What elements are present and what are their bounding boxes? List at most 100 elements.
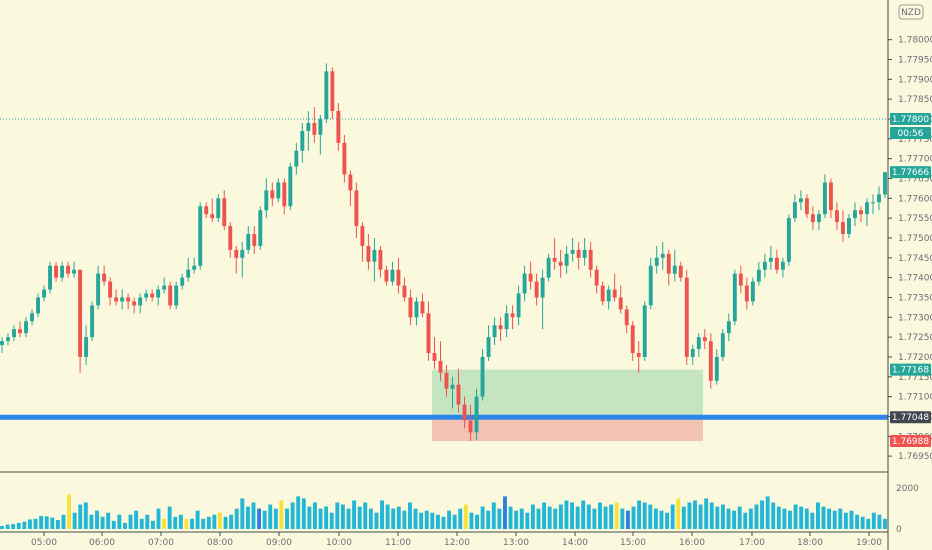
candle-body: [744, 285, 749, 302]
candle-body: [883, 172, 887, 195]
candle-body: [666, 253, 671, 274]
volume-bar: [620, 508, 625, 529]
x-tick-label: 19:00: [856, 538, 882, 548]
candle-body: [756, 269, 761, 282]
volume-bar: [385, 504, 390, 529]
volume-bar: [782, 508, 787, 529]
candle-body: [30, 313, 34, 322]
candle-body: [798, 198, 803, 203]
volume-bar: [5, 524, 10, 529]
y-tick-label: 1.77600: [898, 194, 932, 204]
y-tick-label: 1.77450: [898, 254, 932, 264]
candle-body: [234, 249, 239, 258]
stop-loss-zone[interactable]: [432, 417, 703, 442]
candle-body: [564, 253, 569, 266]
volume-bar: [419, 512, 424, 529]
candle-body: [708, 341, 713, 381]
volume-bar: [408, 502, 412, 529]
volume-bar: [27, 519, 32, 529]
volume-bar: [581, 500, 586, 529]
candle-body: [618, 297, 623, 310]
volume-bar: [480, 506, 485, 529]
volume-bar: [441, 516, 446, 529]
candle-body: [114, 297, 119, 302]
volume-tick-label: 2000: [896, 484, 919, 494]
volume-bar: [530, 504, 535, 529]
volume-bar: [72, 512, 77, 529]
volume-bar: [156, 508, 161, 529]
volume-bar: [128, 514, 133, 529]
volume-bar: [815, 502, 820, 529]
candle-body: [282, 182, 287, 207]
candle-body: [522, 273, 527, 294]
candle-body: [576, 249, 581, 258]
volume-bar: [435, 514, 440, 529]
candle-body: [480, 356, 485, 397]
candle-body: [834, 210, 839, 223]
candle-body: [546, 257, 551, 278]
price-tag-label: 00:56: [898, 129, 924, 139]
volume-bar: [497, 508, 502, 529]
volume-bar: [849, 510, 854, 529]
volume-series: [0, 494, 887, 529]
candle-body: [510, 313, 515, 318]
take-profit-zone[interactable]: [432, 369, 703, 418]
volume-bar: [525, 512, 530, 529]
volume-bar: [162, 518, 167, 529]
candle-body: [486, 337, 491, 357]
volume-bar: [134, 510, 139, 529]
volume-bar: [145, 514, 150, 529]
volume-bar: [217, 512, 222, 529]
candle-body: [306, 122, 311, 131]
volume-bar: [273, 508, 278, 529]
candle-body: [859, 210, 863, 215]
candle-body: [270, 190, 275, 199]
volume-bar: [363, 502, 368, 529]
volume-bar: [251, 502, 256, 529]
volume-bar: [39, 515, 44, 529]
volume-bar: [190, 518, 194, 529]
candle-body: [156, 289, 161, 298]
x-tick-label: 06:00: [89, 538, 115, 548]
volume-bar: [245, 506, 250, 529]
volume-bar: [352, 500, 357, 529]
candle-body: [552, 257, 557, 262]
volume-bar: [704, 498, 709, 529]
candle-body: [90, 305, 95, 338]
candle-body: [324, 71, 329, 119]
volume-bar: [838, 508, 843, 529]
candle-body: [696, 337, 701, 350]
candle-body: [702, 337, 707, 342]
candle-body: [138, 297, 143, 306]
time-axis[interactable]: 05:00 06:00 07:00 08:00 09:00 10:00 11:00 12:00…: [31, 532, 882, 548]
y-tick-label: 1.77700: [898, 155, 932, 165]
x-tick-label: 17:00: [739, 538, 765, 548]
x-tick-label: 07:00: [148, 538, 174, 548]
candle-body: [432, 352, 437, 361]
candle-body: [624, 309, 629, 326]
candle-body: [264, 190, 269, 211]
candle-body: [168, 285, 173, 306]
candle-body: [84, 337, 89, 357]
y-tick-label: 1.77550: [898, 214, 932, 224]
candle-body: [372, 249, 377, 262]
volume-bar: [257, 508, 262, 529]
volume-bar: [268, 504, 273, 529]
candle-body: [54, 265, 59, 278]
volume-bar: [827, 508, 832, 529]
currency-badge[interactable]: NZD: [898, 4, 924, 20]
y-tick-label: 1.78000: [898, 36, 932, 46]
price-tag: [890, 166, 931, 179]
volume-bar: [625, 510, 630, 529]
x-tick-label: 08:00: [207, 538, 233, 548]
price-tag-label: 1.77168: [892, 366, 929, 376]
candle-body: [408, 297, 413, 318]
candle-body: [228, 226, 233, 250]
volume-axis: 2000 0: [896, 484, 919, 535]
candle-body: [600, 285, 605, 302]
volume-bar: [167, 506, 172, 529]
volume-bar: [67, 494, 72, 529]
volume-bar: [737, 506, 742, 529]
volume-bar: [201, 518, 206, 529]
